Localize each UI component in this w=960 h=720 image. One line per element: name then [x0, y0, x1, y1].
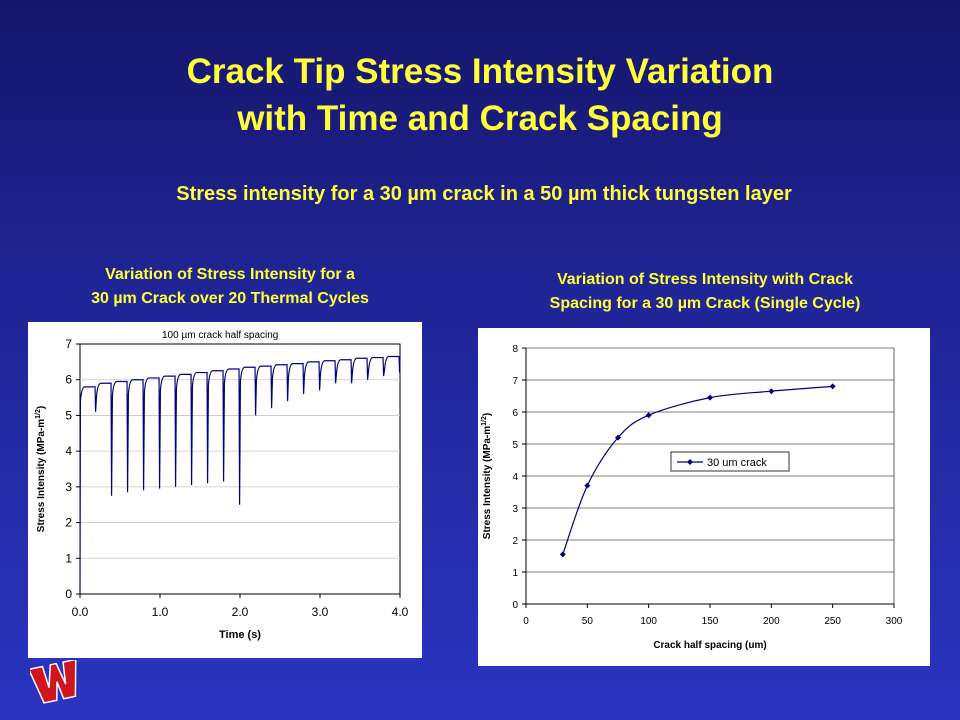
y-tick-label: 3 [512, 504, 518, 515]
x-axis-label: Time (s) [219, 629, 261, 641]
y-tick-label: 5 [512, 440, 518, 451]
y-tick-label: 5 [65, 408, 72, 422]
left-chart-panel: 0 1 2 3 4 5 6 7 0.0 1.0 2.0 3.0 4.0 Time (s) Stress In… [28, 322, 422, 658]
y-tick-label: 1 [512, 568, 518, 579]
y-tick-label: 4 [512, 472, 518, 483]
slide-subtitle: Stress intensity for a 30 µm crack in a … [176, 183, 792, 205]
data-point-marker [584, 482, 591, 489]
left-caption-line-1: Variation of Stress Intensity for a [105, 266, 355, 283]
title-line-1: Crack Tip Stress Intensity Variation [186, 52, 774, 91]
y-tick-label: 7 [512, 376, 518, 387]
x-tick-label: 2.0 [232, 605, 249, 619]
x-tick-label: 4.0 [392, 605, 409, 619]
y-tick-label: 8 [512, 344, 518, 355]
y-tick-label: 6 [65, 373, 72, 387]
y-axis-label: Stress Intensity (MPa-m1/2) [481, 413, 493, 539]
time-history-chart: 0 1 2 3 4 5 6 7 0.0 1.0 2.0 3.0 4.0 Time (s) Stress In… [35, 330, 409, 641]
x-axis-label: Crack half spacing (um) [653, 640, 766, 651]
x-tick-label: 150 [702, 616, 719, 627]
legend-marker [687, 459, 693, 465]
data-point-marker [707, 394, 713, 401]
data-point-marker [615, 434, 621, 441]
y-tick-label: 1 [65, 551, 72, 565]
data-point-marker [559, 551, 566, 558]
y-axis-label: Stress Intensity (MPa-m1/2) [35, 406, 47, 532]
right-caption-line-1: Variation of Stress Intensity with Crack [556, 271, 854, 288]
series-line-stress-intensity [79, 355, 401, 595]
x-tick-label: 1.0 [152, 605, 169, 619]
right-caption-line-2: Spacing for a 30 µm Crack (Single Cycle) [549, 295, 861, 312]
data-point-marker [768, 388, 775, 395]
y-tick-label: 4 [65, 444, 72, 458]
x-tick-label: 50 [582, 616, 594, 627]
x-tick-label: 3.0 [312, 605, 329, 619]
y-tick-label: 0 [512, 600, 518, 611]
slide-title: Crack Tip Stress Intensity Variation wit… [0, 48, 960, 142]
y-tick-label: 3 [65, 480, 72, 494]
x-tick-label: 250 [824, 616, 841, 627]
x-tick-label: 100 [640, 616, 657, 627]
university-w-logo-icon [27, 658, 82, 709]
x-tick-label: 0 [523, 616, 529, 627]
right-chart-caption: Variation of Stress Intensity with Crack… [480, 268, 930, 316]
data-point-marker [645, 412, 652, 419]
y-tick-label: 7 [65, 337, 72, 351]
y-tick-label: 2 [512, 536, 518, 547]
crack-spacing-chart: 0 1 2 3 4 5 6 7 8 0 50 100 150 200 250 300 Crack half sp… [481, 344, 903, 651]
title-line-2: with Time and Crack Spacing [237, 99, 723, 138]
legend-label: 30 um crack [707, 457, 767, 469]
x-tick-label: 0.0 [72, 605, 89, 619]
legend-box [670, 451, 790, 472]
data-point-marker [829, 383, 836, 390]
right-chart-panel: 0 1 2 3 4 5 6 7 8 0 50 100 150 200 250 300 Crack half sp… [478, 328, 930, 666]
y-tick-label: 6 [512, 408, 518, 419]
x-tick-label: 200 [763, 616, 780, 627]
chart-title: 100 µm crack half spacing [162, 330, 278, 341]
x-tick-label: 300 [886, 616, 903, 627]
y-tick-label: 2 [65, 516, 72, 530]
left-chart-caption: Variation of Stress Intensity for a 30 µ… [20, 263, 440, 311]
left-caption-line-2: 30 µm Crack over 20 Thermal Cycles [91, 290, 369, 307]
y-tick-label: 0 [65, 587, 72, 601]
